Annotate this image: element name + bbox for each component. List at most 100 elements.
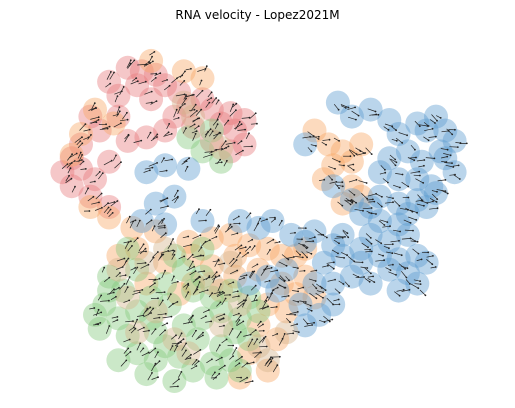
velocity-arrow: [360, 266, 368, 269]
velocity-arrowhead: [399, 230, 401, 233]
velocity-arrow: [174, 341, 182, 347]
velocity-arrowhead: [337, 298, 340, 301]
velocity-arrowhead: [271, 357, 274, 360]
cell-point: [153, 73, 178, 98]
velocity-arrow: [262, 300, 267, 309]
velocity-arrowhead: [66, 163, 69, 166]
velocity-arrow: [130, 80, 138, 85]
cell-point: [321, 174, 346, 199]
velocity-arrow: [302, 318, 308, 325]
velocity-arrowhead: [97, 308, 100, 311]
velocity-arrow: [241, 299, 247, 308]
velocity-arrowhead: [183, 80, 186, 82]
velocity-arrow: [124, 242, 129, 249]
velocity-arrowhead: [317, 135, 320, 138]
velocity-arrow: [95, 309, 99, 317]
velocity-arrow: [195, 335, 204, 340]
velocity-arrow: [140, 264, 149, 269]
velocity-arrowhead: [210, 97, 213, 99]
velocity-arrowhead: [79, 151, 82, 154]
velocity-arrowhead: [82, 160, 85, 163]
velocity-arrow: [164, 159, 173, 162]
cell-point: [339, 104, 364, 129]
velocity-arrowhead: [175, 108, 178, 111]
velocity-arrowhead: [354, 106, 356, 109]
cell-point: [218, 222, 243, 247]
velocity-arrow: [365, 251, 372, 253]
velocity-arrowhead: [191, 315, 194, 317]
velocity-arrow: [232, 313, 240, 317]
velocity-arrow: [74, 136, 83, 143]
velocity-arrowhead: [103, 266, 106, 269]
velocity-arrow: [158, 227, 165, 229]
velocity-arrow: [204, 128, 211, 136]
velocity-arrow: [417, 194, 423, 201]
velocity-arrow: [227, 224, 231, 230]
velocity-arrow: [443, 153, 451, 156]
velocity-arrow: [170, 335, 177, 340]
velocity-arrowhead: [175, 334, 177, 337]
velocity-arrow: [225, 142, 235, 145]
velocity-arrow: [202, 277, 210, 281]
velocity-arrow: [192, 289, 198, 295]
velocity-arrowhead: [432, 200, 434, 203]
velocity-arrow: [426, 255, 433, 258]
velocity-arrowhead: [355, 178, 358, 181]
velocity-arrowhead: [278, 355, 281, 358]
velocity-arrowhead: [210, 320, 213, 323]
velocity-arrowhead: [239, 314, 242, 317]
velocity-arrowhead: [296, 311, 299, 313]
velocity-arrow: [399, 207, 409, 211]
velocity-arrow: [384, 201, 394, 204]
velocity-arrowhead: [240, 140, 243, 143]
cell-point: [349, 236, 374, 261]
velocity-arrowhead: [283, 286, 286, 289]
velocity-arrowhead: [445, 161, 448, 163]
velocity-arrowhead: [176, 301, 179, 303]
velocity-arrowhead: [152, 60, 154, 63]
cell-point: [311, 250, 336, 275]
velocity-arrowhead: [245, 299, 247, 301]
cell-point: [237, 327, 262, 352]
cell-point: [143, 320, 168, 345]
velocity-arrowhead: [302, 286, 305, 289]
velocity-arrow: [382, 225, 391, 228]
velocity-arrowhead: [314, 280, 317, 282]
cell-point: [209, 135, 234, 160]
velocity-arrow: [401, 270, 407, 278]
velocity-arrowhead: [235, 259, 238, 261]
velocity-arrowhead: [127, 347, 130, 350]
velocity-arrowhead: [262, 323, 264, 326]
velocity-arrow: [396, 289, 404, 292]
velocity-arrow: [167, 243, 172, 249]
cell-point: [265, 327, 290, 352]
cell-point: [171, 257, 196, 282]
velocity-arrowhead: [125, 260, 128, 262]
velocity-arrow: [237, 129, 246, 131]
velocity-arrow: [333, 299, 339, 302]
velocity-arrowhead: [147, 263, 150, 266]
velocity-arrow: [235, 315, 242, 323]
velocity-arrowhead: [177, 195, 179, 198]
velocity-arrow: [395, 137, 403, 144]
velocity-arrow: [138, 244, 144, 252]
velocity-arrow: [124, 287, 129, 293]
velocity-arrow: [227, 281, 234, 285]
velocity-arrowhead: [315, 287, 318, 290]
velocity-arrowhead: [416, 240, 419, 243]
velocity-arrow: [163, 85, 170, 91]
velocity-arrowhead: [259, 320, 262, 323]
velocity-arrowhead: [184, 103, 186, 105]
velocity-arrowhead: [93, 307, 96, 309]
velocity-arrowhead: [303, 269, 306, 272]
velocity-arrowhead: [370, 250, 373, 253]
velocity-arrow: [182, 128, 187, 134]
cell-point: [153, 271, 178, 296]
cell-point: [97, 69, 122, 94]
velocity-arrow: [250, 329, 257, 334]
velocity-arrowhead: [249, 212, 252, 215]
velocity-arrowhead: [204, 240, 207, 243]
velocity-arrow: [334, 288, 340, 294]
velocity-arrow: [292, 300, 299, 303]
cell-point: [255, 264, 280, 289]
